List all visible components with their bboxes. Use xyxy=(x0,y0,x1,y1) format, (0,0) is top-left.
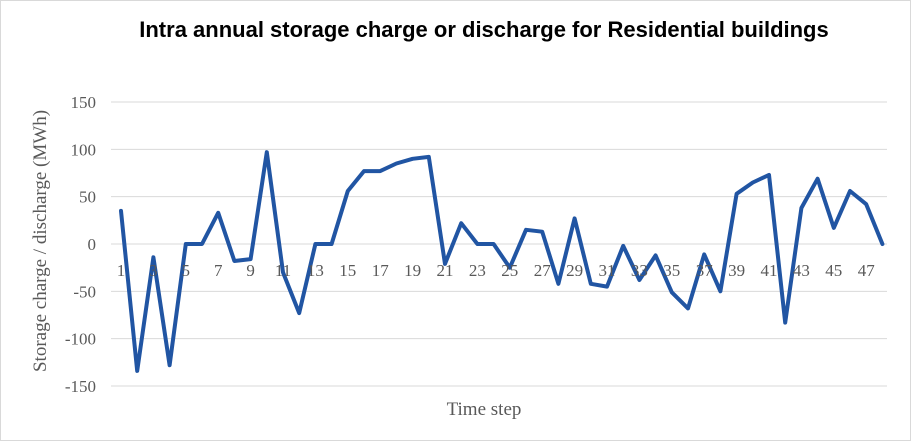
y-tick-label: 0 xyxy=(88,235,97,254)
x-tick-label: 45 xyxy=(825,261,842,280)
x-tick-label: 3 xyxy=(149,261,158,280)
x-tick-label: 7 xyxy=(214,261,223,280)
series-layer xyxy=(119,150,885,373)
x-tick-label: 5 xyxy=(182,261,191,280)
gridlines xyxy=(111,101,887,387)
y-tick-label: 100 xyxy=(71,140,97,159)
x-tick-label: 37 xyxy=(696,261,714,280)
x-tick-label: 27 xyxy=(534,261,552,280)
x-tick-label: 19 xyxy=(404,261,421,280)
y-tick-label: -100 xyxy=(65,330,96,349)
x-tick-label: 33 xyxy=(631,261,648,280)
x-tick-label: 35 xyxy=(663,261,680,280)
x-tick-label: 11 xyxy=(275,261,291,280)
x-tick-label: 9 xyxy=(246,261,255,280)
y-tick-label: 150 xyxy=(71,93,97,112)
y-tick-label: -50 xyxy=(73,282,96,301)
x-tick-label: 13 xyxy=(307,261,324,280)
x-tick-label: 15 xyxy=(339,261,356,280)
x-tick-label: 43 xyxy=(793,261,810,280)
series-line xyxy=(119,150,885,373)
x-tick-label: 17 xyxy=(372,261,390,280)
x-tick-label: 47 xyxy=(858,261,876,280)
x-tick-label: 29 xyxy=(566,261,583,280)
x-tick-label: 25 xyxy=(501,261,518,280)
x-tick-label: 39 xyxy=(728,261,745,280)
x-tick-label: 41 xyxy=(761,261,778,280)
x-tick-label: 23 xyxy=(469,261,486,280)
y-axis-tick-labels: 150 100 50 0 -50 -100 -150 xyxy=(65,93,96,396)
chart-title: Intra annual storage charge or discharge… xyxy=(139,17,829,42)
x-tick-label: 21 xyxy=(437,261,454,280)
y-tick-label: 50 xyxy=(79,188,96,207)
x-axis-tick-labels: 1 3 5 7 9 11 13 15 17 19 21 23 25 27 29 31 33 35 37 39 41 43 4… xyxy=(117,261,875,280)
y-tick-label: -150 xyxy=(65,377,96,396)
x-axis-title: Time step xyxy=(447,399,522,420)
x-tick-label: 31 xyxy=(599,261,616,280)
x-tick-label: 1 xyxy=(117,261,126,280)
y-axis-title: Storage charge / discharge (MWh) xyxy=(30,110,51,372)
